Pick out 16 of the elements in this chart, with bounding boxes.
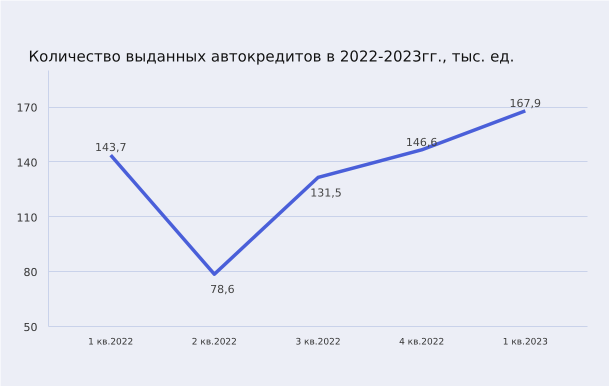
data-label: 167,9 bbox=[510, 96, 542, 110]
data-label: 143,7 bbox=[94, 141, 126, 154]
data-label: 131,5 bbox=[310, 186, 342, 200]
x-tick-label: 4 кв.2022 bbox=[399, 338, 444, 348]
data-label: 78,6 bbox=[210, 283, 235, 296]
x-tick-label: 3 кв.2022 bbox=[295, 338, 341, 348]
data-label: 146,6 bbox=[406, 136, 438, 149]
x-tick-label: 2 кв.2022 bbox=[192, 338, 237, 348]
y-tick-label: 110 bbox=[16, 211, 38, 224]
x-tick-label: 1 кв.2023 bbox=[502, 338, 548, 348]
x-tick-label: 1 кв.2022 bbox=[88, 338, 134, 348]
y-tick-label: 140 bbox=[16, 156, 38, 170]
y-tick-label: 50 bbox=[24, 321, 38, 334]
y-tick-label: 170 bbox=[16, 102, 38, 115]
chart-title: Количество выданных автокредитов в 2022-2023гг., тыс. ед. bbox=[28, 48, 514, 66]
y-tick-label: 80 bbox=[24, 266, 38, 280]
